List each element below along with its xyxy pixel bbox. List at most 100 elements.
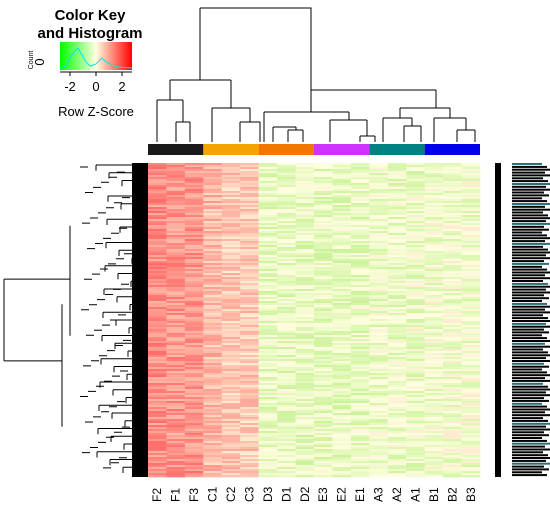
heatmap-cell [350, 225, 370, 228]
heatmap-cell [166, 171, 186, 174]
heatmap-cell [369, 239, 389, 242]
heatmap-cell [277, 291, 296, 294]
heatmap-cell [369, 401, 389, 404]
heatmap-cell [406, 211, 425, 214]
heatmap-cell [350, 329, 370, 332]
heatmap-cell [203, 399, 223, 402]
heatmap-cell [332, 211, 352, 214]
heatmap-cell [221, 377, 241, 380]
heatmap-cell [295, 205, 315, 208]
heatmap-cell [443, 371, 462, 374]
heatmap-cell [332, 197, 352, 200]
heatmap-cell [406, 273, 425, 276]
heatmap-cell [277, 205, 296, 208]
heatmap-cell [461, 319, 481, 322]
heatmap-cell [203, 417, 223, 420]
heatmap-cell [332, 289, 352, 292]
row-label-mark [512, 419, 548, 422]
heatmap-cell [406, 267, 425, 270]
heatmap-cell [277, 465, 296, 468]
row-label-strip [495, 163, 550, 477]
heatmap-cell [240, 401, 259, 404]
heatmap-cell [314, 315, 333, 318]
heatmap-cell [314, 271, 333, 274]
heatmap-cell [295, 405, 315, 408]
heatmap-cell [258, 185, 278, 188]
heatmap-cell [203, 441, 223, 444]
heatmap-cell [148, 437, 167, 440]
heatmap-cell [369, 429, 389, 432]
heatmap-cell [387, 183, 407, 186]
heatmap-cell [387, 261, 407, 264]
heatmap-cell [406, 195, 425, 198]
heatmap-cell [221, 341, 241, 344]
heatmap-cell [314, 283, 333, 286]
heatmap-cell [277, 213, 296, 216]
heatmap-cell [166, 371, 186, 374]
heatmap-cell [369, 165, 389, 168]
heatmap-cell [461, 427, 481, 430]
heatmap-cell [314, 421, 333, 424]
heatmap-cell [369, 367, 389, 370]
heatmap-cell [295, 437, 315, 440]
heatmap-cell [369, 363, 389, 366]
heatmap-cell [240, 393, 259, 396]
heatmap-cell [387, 189, 407, 192]
heatmap-cell [369, 263, 389, 266]
heatmap-cell [461, 423, 481, 426]
heatmap-cell [387, 283, 407, 286]
heatmap-cell [461, 267, 481, 270]
heatmap-cell [221, 321, 241, 324]
heatmap-cell [387, 359, 407, 362]
heatmap-cell [166, 403, 186, 406]
heatmap-cell [406, 359, 425, 362]
heatmap-cell [240, 363, 259, 366]
heatmap-cell [277, 329, 296, 332]
heatmap-cell [332, 453, 352, 456]
heatmap-cell [221, 347, 241, 350]
heatmap-cell [184, 369, 204, 372]
heatmap-cell [166, 165, 186, 168]
heatmap-cell [332, 229, 352, 232]
heatmap-cell [350, 299, 370, 302]
heatmap-cell [443, 429, 462, 432]
heatmap-cell [166, 279, 186, 282]
heatmap-cell [166, 273, 186, 276]
heatmap-cell [221, 223, 241, 226]
heatmap-cell [258, 297, 278, 300]
heatmap-cell [184, 179, 204, 182]
heatmap-cell [387, 367, 407, 370]
heatmap-cell [350, 397, 370, 400]
heatmap-cell [277, 253, 296, 256]
heatmap-cell [443, 331, 462, 334]
heatmap-cell [277, 427, 296, 430]
heatmap-cell [350, 411, 370, 414]
heatmap-cell [166, 163, 186, 166]
heatmap-cell [148, 173, 167, 176]
heatmap-cell [295, 463, 315, 466]
heatmap-cell [387, 307, 407, 310]
heatmap-cell [221, 199, 241, 202]
heatmap-cell [332, 281, 352, 284]
column-label-C2: C2 [224, 486, 238, 502]
heatmap-cell [295, 459, 315, 462]
heatmap-cell [221, 177, 241, 180]
heatmap-cell [203, 331, 223, 334]
group-bar-4 [369, 144, 425, 155]
heatmap-cell [350, 429, 370, 432]
heatmap-cell [332, 299, 352, 302]
heatmap-cell [221, 323, 241, 326]
heatmap-cell [369, 463, 389, 466]
heatmap-cell [314, 289, 333, 292]
heatmap-cell [314, 311, 333, 314]
heatmap-cell [332, 361, 352, 364]
heatmap-cell [387, 241, 407, 244]
heatmap-cell [387, 259, 407, 262]
heatmap-cell [406, 313, 425, 316]
heatmap-cell [166, 413, 186, 416]
heatmap-cell [350, 437, 370, 440]
heatmap-cell [424, 367, 444, 370]
heatmap-cell [166, 245, 186, 248]
heatmap-cell [461, 327, 481, 330]
heatmap-cell [277, 339, 296, 342]
